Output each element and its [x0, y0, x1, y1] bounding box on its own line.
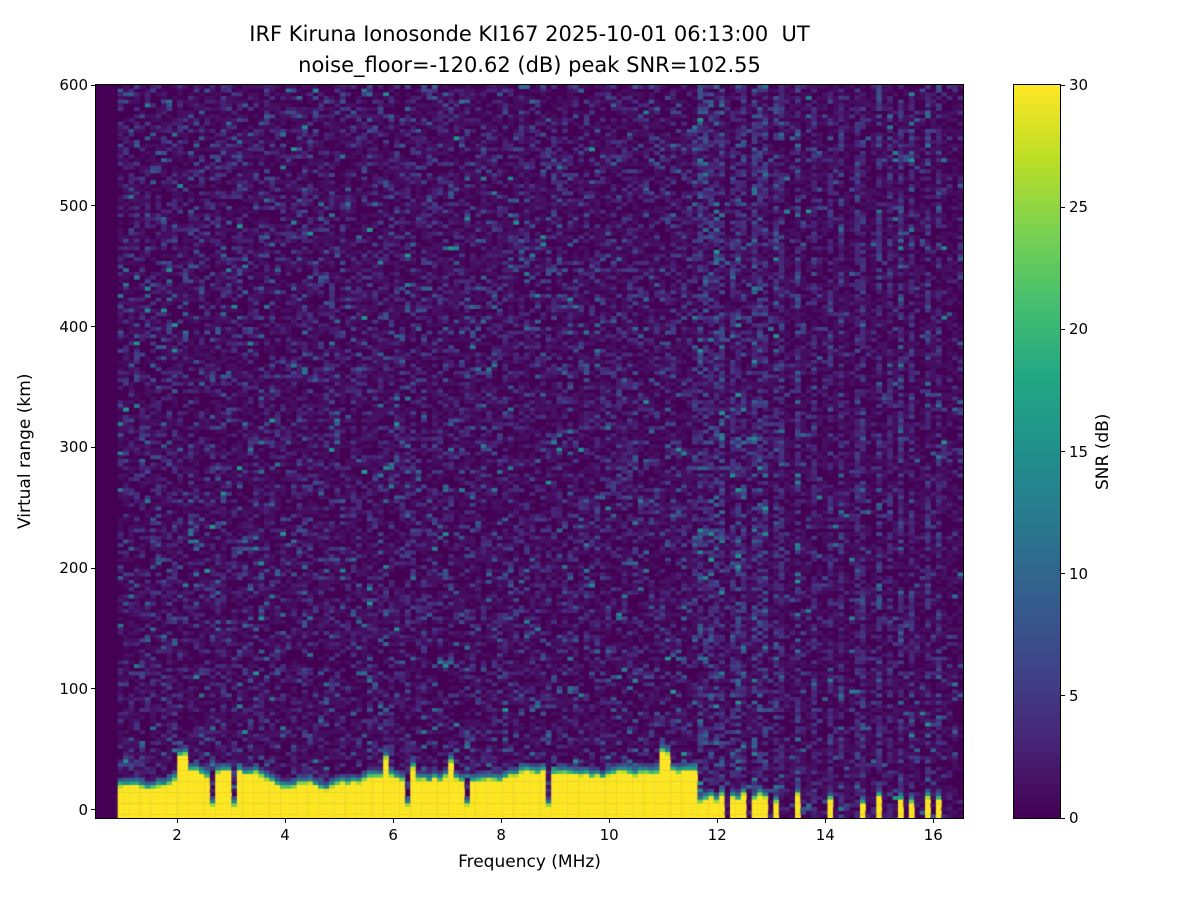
x-tick-mark: [824, 819, 826, 823]
y-tick-label: 300: [59, 438, 88, 457]
x-tick-label: 6: [388, 826, 398, 844]
y-tick-label: 400: [59, 317, 88, 336]
colorbar-tick-mark: [1061, 84, 1065, 86]
x-tick-mark: [932, 819, 934, 823]
y-tick-label: 500: [59, 196, 88, 215]
x-tick-mark: [716, 819, 718, 823]
colorbar-tick-mark: [1061, 573, 1065, 575]
colorbar: [1013, 84, 1061, 819]
y-axis-label: Virtual range (km): [15, 373, 35, 530]
x-tick-label: 10: [599, 826, 619, 844]
x-tick-label: 16: [923, 826, 943, 844]
y-tick-label: 100: [59, 679, 88, 698]
x-tick-label: 12: [707, 826, 727, 844]
x-tick-label: 2: [172, 826, 182, 844]
x-tick-mark: [176, 819, 178, 823]
x-tick-mark: [500, 819, 502, 823]
x-tick-mark: [392, 819, 394, 823]
colorbar-tick-mark: [1061, 206, 1065, 208]
colorbar-tick-mark: [1061, 817, 1065, 819]
colorbar-tick-mark: [1061, 451, 1065, 452]
x-tick-mark: [284, 819, 286, 823]
ionogram-heatmap: [96, 85, 963, 818]
colorbar-tick-mark: [1061, 328, 1065, 330]
x-axis-label: Frequency (MHz): [458, 852, 601, 872]
figure-subtitle: noise_floor=-120.62 (dB) peak SNR=102.55: [298, 53, 761, 77]
figure-title: IRF Kiruna Ionosonde KI167 2025-10-01 06…: [249, 22, 810, 46]
colorbar-tick-mark: [1061, 695, 1065, 697]
y-tick-label: 0: [78, 800, 88, 819]
plot-area: [95, 84, 964, 819]
x-tick-label: 14: [815, 826, 835, 844]
x-tick-mark: [608, 819, 610, 823]
colorbar-label: SNR (dB): [1093, 413, 1113, 490]
x-tick-label: 8: [496, 826, 506, 844]
y-tick-label: 600: [59, 76, 88, 94]
y-tick-label: 200: [59, 559, 88, 578]
colorbar-gradient: [1014, 85, 1060, 818]
x-tick-label: 4: [280, 826, 290, 844]
